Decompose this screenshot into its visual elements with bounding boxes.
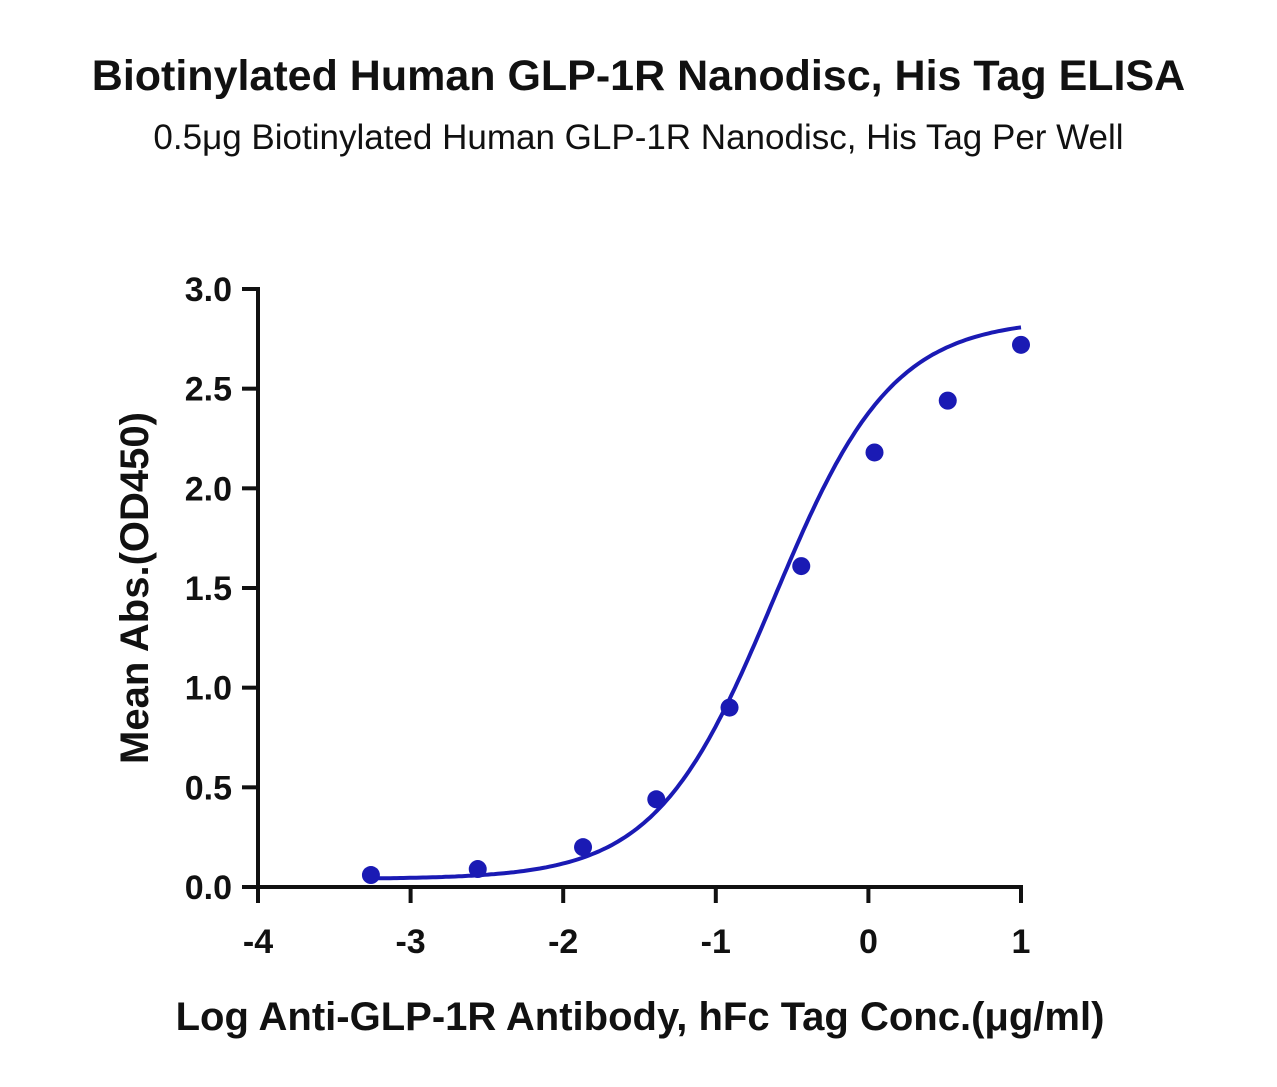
data-point [361, 866, 380, 885]
axes [256, 287, 1023, 889]
data-point [468, 860, 487, 879]
y-tick-label: 0.0 [185, 869, 232, 907]
data-point [574, 838, 593, 857]
data-point [792, 557, 811, 576]
y-tick-label: 3.0 [185, 271, 232, 309]
x-tick-label: -3 [395, 923, 425, 961]
y-tick-label: 1.0 [185, 670, 232, 708]
y-tick-label: 0.5 [185, 769, 232, 807]
x-tick-label: -1 [701, 923, 731, 961]
y-axis-label: Mean Abs.(OD450) [113, 412, 157, 764]
data-point [938, 391, 957, 410]
x-tick-label: -4 [243, 923, 273, 961]
data-point [720, 698, 739, 717]
y-tick-label: 1.5 [185, 570, 232, 608]
y-tick-label: 2.0 [185, 470, 232, 508]
x-tick-label: -2 [548, 923, 578, 961]
chart-subtitle: 0.5μg Biotinylated Human GLP-1R Nanodisc… [153, 118, 1124, 157]
data-points [361, 335, 1030, 885]
x-tick-label: 0 [859, 923, 878, 961]
y-tick-label: 2.5 [185, 371, 232, 409]
y-ticks: 0.0 0.5 1.0 1.5 2.0 2.5 3.0 [185, 271, 258, 907]
data-point [1012, 335, 1030, 354]
fit-curve [370, 325, 1022, 881]
data-point [647, 790, 666, 809]
data-point [865, 443, 884, 462]
x-axis-label: Log Anti-GLP-1R Antibody, hFc Tag Conc.(… [176, 995, 1105, 1039]
chart-title: Biotinylated Human GLP-1R Nanodisc, His … [91, 52, 1186, 100]
x-ticks: -4 -3 -2 -1 0 1 [243, 887, 1031, 961]
x-tick-label: 1 [1012, 923, 1031, 961]
